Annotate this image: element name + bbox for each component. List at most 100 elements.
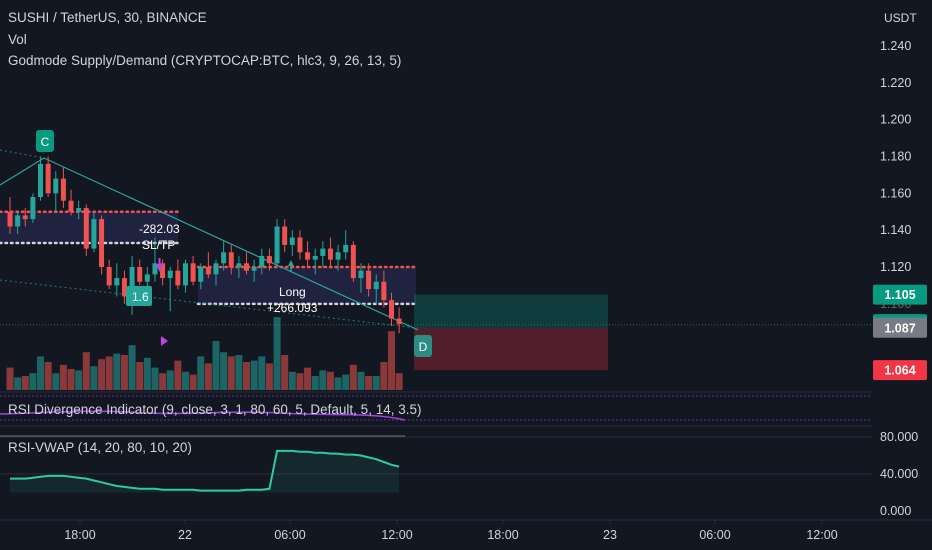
price-tick-label: 1.140: [880, 223, 911, 237]
rsi-vwap-line: [10, 449, 400, 492]
volume-bar: [197, 356, 205, 390]
volume-bar: [159, 373, 167, 390]
candle-body: [244, 263, 250, 271]
price-tag-label: 1.105: [884, 288, 915, 302]
volume-bar: [204, 363, 212, 390]
candle-body: [297, 237, 303, 253]
candle-body: [76, 208, 82, 212]
volume-bar: [395, 373, 403, 390]
volume-bar: [90, 366, 98, 390]
candle-body: [144, 274, 150, 282]
divergence-marker: [161, 336, 168, 346]
volume-bar: [37, 356, 45, 390]
volume-bar: [334, 377, 342, 390]
rsi-div-line: [0, 410, 406, 421]
candle-body: [7, 211, 13, 227]
time-tick-label: 06:00: [699, 528, 730, 542]
trend-line-lower: [0, 279, 419, 329]
volume-bar: [227, 356, 235, 390]
candle-body: [60, 178, 66, 201]
volume-bar: [21, 376, 29, 390]
volume-bar: [349, 364, 357, 390]
volume-bar: [357, 371, 365, 390]
time-tick-label: 22: [178, 528, 192, 542]
volume-bar: [59, 364, 67, 390]
volume-bar: [296, 373, 304, 390]
volume-bar: [243, 362, 251, 390]
long-loss-zone: [414, 327, 608, 371]
price-axis-bg: [872, 0, 932, 520]
wave-c-badge: [36, 130, 54, 152]
time-tick-label: 12:00: [806, 528, 837, 542]
volume-bar: [52, 373, 60, 390]
symbol-title[interactable]: SUSHI / TetherUS, 30, BINANCE: [8, 10, 207, 25]
candle-body: [160, 263, 166, 279]
price-tag-label: 1.087: [884, 321, 915, 335]
candle-body: [312, 255, 318, 260]
volume-bar: [365, 376, 373, 390]
volume-bar: [273, 317, 281, 390]
time-tick-label: 06:00: [274, 528, 305, 542]
candle-body: [30, 197, 36, 220]
rsi-tick-label: 40.000: [880, 467, 918, 481]
candle-body: [236, 263, 242, 267]
price-tick-label: 1.180: [880, 150, 911, 164]
volume-bar: [311, 376, 319, 390]
volume-bar: [113, 353, 121, 390]
trend-line-main: [43, 157, 419, 331]
volume-bar: [143, 357, 151, 390]
volume-bar: [265, 363, 273, 390]
volume-bar: [372, 376, 380, 390]
price-tag: [873, 317, 927, 338]
time-tick-label: 23: [603, 528, 617, 542]
long-value: +266.093: [267, 301, 318, 315]
price-tick-label: 1.240: [880, 39, 911, 53]
buy-arrow-marker: [288, 260, 294, 266]
volume-bar: [105, 356, 113, 390]
candle-body: [221, 252, 227, 264]
rsi-divergence-legend[interactable]: RSI Divergence Indicator (9, close, 3, 1…: [8, 402, 422, 417]
volume-bar: [44, 362, 52, 390]
rsi-vwap-legend[interactable]: RSI-VWAP (14, 20, 80, 10, 20): [8, 440, 192, 455]
supply-zone: [0, 211, 178, 244]
candle-body: [366, 270, 372, 290]
candle-body: [381, 281, 387, 301]
candle-body: [182, 263, 188, 286]
godmode-legend[interactable]: Godmode Supply/Demand (CRYPTOCAP:BTC, hl…: [8, 53, 402, 68]
volume-bar: [319, 370, 327, 390]
wave-c-label: C: [41, 135, 50, 149]
volume-bar: [98, 359, 106, 390]
price-tick-label: 1.200: [880, 113, 911, 127]
rsi-vwap-fill: [10, 450, 400, 493]
candle-body: [121, 278, 127, 297]
candle-body: [175, 270, 181, 286]
time-tick-label: 18:00: [64, 528, 95, 542]
volume-bar: [281, 355, 289, 390]
candle-body: [350, 244, 356, 279]
volume-bar: [120, 355, 128, 390]
candle-body: [305, 252, 311, 260]
candle-body: [289, 237, 295, 245]
time-tick-label: 18:00: [487, 528, 518, 542]
candle-body: [190, 263, 196, 282]
candle-body: [251, 267, 257, 271]
candle-body: [396, 318, 402, 325]
candle-body: [99, 219, 105, 267]
candle-body: [167, 270, 173, 279]
volume-bar: [326, 371, 334, 390]
volume-bar: [304, 367, 312, 390]
entry-badge-label: 1.6: [132, 290, 149, 304]
volume-bar: [258, 356, 266, 390]
price-tag-label: 1.064: [884, 364, 915, 378]
candle-body: [266, 255, 272, 264]
candle-body: [205, 267, 211, 275]
volume-bar: [380, 362, 388, 390]
candle-body: [22, 215, 28, 220]
volume-bar: [29, 373, 37, 390]
volume-bar: [128, 345, 136, 390]
vol-legend[interactable]: Vol: [8, 32, 27, 47]
wave-d-label: D: [419, 340, 428, 354]
volume-bar: [166, 370, 174, 390]
time-tick-label: 12:00: [381, 528, 412, 542]
